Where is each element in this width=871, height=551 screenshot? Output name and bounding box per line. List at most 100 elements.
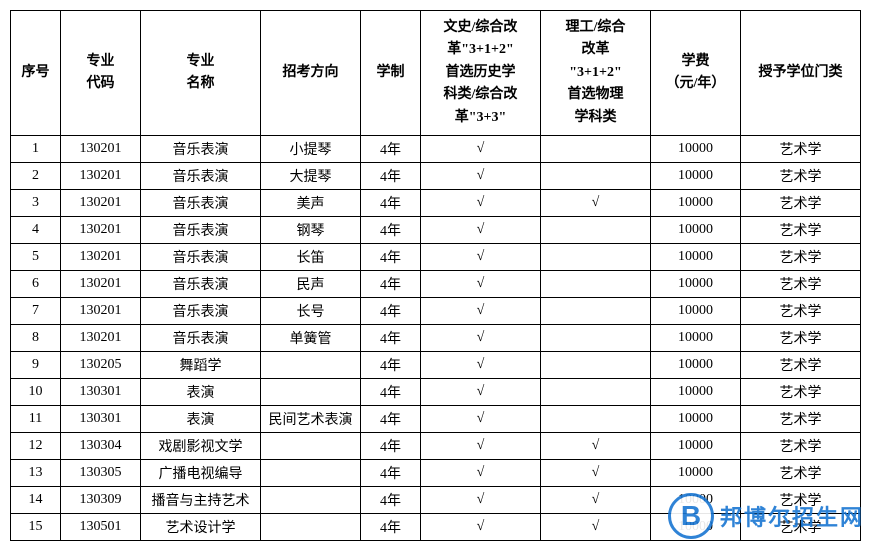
table-row: 14130309播音与主持艺术4年√√10000艺术学 xyxy=(11,486,861,513)
table-row: 8130201音乐表演单簧管4年√10000艺术学 xyxy=(11,324,861,351)
cell-degree: 艺术学 xyxy=(741,459,861,486)
cell-direction: 大提琴 xyxy=(261,162,361,189)
cell-fee: 10000 xyxy=(651,459,741,486)
cell-code: 130201 xyxy=(61,135,141,162)
table-row: 6130201音乐表演民声4年√10000艺术学 xyxy=(11,270,861,297)
cell-fee: 10000 xyxy=(651,432,741,459)
cell-code: 130201 xyxy=(61,324,141,351)
cell-category1: √ xyxy=(421,324,541,351)
cell-category2: √ xyxy=(541,513,651,540)
cell-code: 130205 xyxy=(61,351,141,378)
cell-code: 130301 xyxy=(61,378,141,405)
cell-category2 xyxy=(541,297,651,324)
cell-category1: √ xyxy=(421,459,541,486)
header-row: 序号 专业代码 专业名称 招考方向 学制 文史/综合改革"3+1+2"首选历史学… xyxy=(11,11,861,136)
table-row: 15130501艺术设计学4年√√10000艺术学 xyxy=(11,513,861,540)
header-direction: 招考方向 xyxy=(261,11,361,136)
cell-duration: 4年 xyxy=(361,432,421,459)
cell-code: 130201 xyxy=(61,216,141,243)
cell-category2 xyxy=(541,324,651,351)
cell-degree: 艺术学 xyxy=(741,162,861,189)
cell-fee: 10000 xyxy=(651,270,741,297)
table-row: 10130301表演4年√10000艺术学 xyxy=(11,378,861,405)
cell-fee: 10000 xyxy=(651,378,741,405)
cell-category1: √ xyxy=(421,162,541,189)
cell-code: 130201 xyxy=(61,297,141,324)
cell-duration: 4年 xyxy=(361,189,421,216)
cell-category2 xyxy=(541,351,651,378)
cell-seq: 6 xyxy=(11,270,61,297)
cell-seq: 5 xyxy=(11,243,61,270)
header-seq: 序号 xyxy=(11,11,61,136)
cell-category2: √ xyxy=(541,486,651,513)
majors-table: 序号 专业代码 专业名称 招考方向 学制 文史/综合改革"3+1+2"首选历史学… xyxy=(10,10,861,541)
header-category2: 理工/综合改革"3+1+2"首选物理学科类 xyxy=(541,11,651,136)
cell-category2: √ xyxy=(541,189,651,216)
cell-category2 xyxy=(541,243,651,270)
cell-category1: √ xyxy=(421,135,541,162)
cell-code: 130309 xyxy=(61,486,141,513)
header-category1: 文史/综合改革"3+1+2"首选历史学科类/综合改革"3+3" xyxy=(421,11,541,136)
cell-fee: 10000 xyxy=(651,513,741,540)
cell-duration: 4年 xyxy=(361,405,421,432)
cell-fee: 10000 xyxy=(651,351,741,378)
cell-degree: 艺术学 xyxy=(741,405,861,432)
cell-code: 130301 xyxy=(61,405,141,432)
cell-direction: 长笛 xyxy=(261,243,361,270)
cell-direction: 民声 xyxy=(261,270,361,297)
cell-degree: 艺术学 xyxy=(741,324,861,351)
cell-fee: 10000 xyxy=(651,297,741,324)
cell-major: 舞蹈学 xyxy=(141,351,261,378)
cell-duration: 4年 xyxy=(361,135,421,162)
cell-seq: 7 xyxy=(11,297,61,324)
header-duration: 学制 xyxy=(361,11,421,136)
cell-major: 音乐表演 xyxy=(141,189,261,216)
cell-seq: 1 xyxy=(11,135,61,162)
cell-category2: √ xyxy=(541,459,651,486)
table-row: 13130305广播电视编导4年√√10000艺术学 xyxy=(11,459,861,486)
cell-category2 xyxy=(541,405,651,432)
cell-major: 音乐表演 xyxy=(141,216,261,243)
cell-major: 广播电视编导 xyxy=(141,459,261,486)
cell-seq: 15 xyxy=(11,513,61,540)
cell-category1: √ xyxy=(421,432,541,459)
cell-category1: √ xyxy=(421,189,541,216)
cell-duration: 4年 xyxy=(361,216,421,243)
cell-seq: 9 xyxy=(11,351,61,378)
cell-degree: 艺术学 xyxy=(741,351,861,378)
cell-code: 130501 xyxy=(61,513,141,540)
cell-fee: 10000 xyxy=(651,189,741,216)
cell-direction xyxy=(261,459,361,486)
cell-duration: 4年 xyxy=(361,459,421,486)
table-row: 7130201音乐表演长号4年√10000艺术学 xyxy=(11,297,861,324)
cell-duration: 4年 xyxy=(361,324,421,351)
header-degree: 授予学位门类 xyxy=(741,11,861,136)
table-row: 11130301表演民间艺术表演4年√10000艺术学 xyxy=(11,405,861,432)
table-body: 1130201音乐表演小提琴4年√10000艺术学2130201音乐表演大提琴4… xyxy=(11,135,861,540)
cell-code: 130201 xyxy=(61,162,141,189)
cell-seq: 4 xyxy=(11,216,61,243)
cell-duration: 4年 xyxy=(361,351,421,378)
cell-major: 音乐表演 xyxy=(141,297,261,324)
cell-major: 音乐表演 xyxy=(141,162,261,189)
cell-category2 xyxy=(541,135,651,162)
table-row: 12130304戏剧影视文学4年√√10000艺术学 xyxy=(11,432,861,459)
table-row: 9130205舞蹈学4年√10000艺术学 xyxy=(11,351,861,378)
cell-category2 xyxy=(541,216,651,243)
cell-duration: 4年 xyxy=(361,243,421,270)
cell-fee: 10000 xyxy=(651,216,741,243)
cell-degree: 艺术学 xyxy=(741,486,861,513)
cell-major: 音乐表演 xyxy=(141,270,261,297)
cell-direction: 单簧管 xyxy=(261,324,361,351)
cell-fee: 10000 xyxy=(651,486,741,513)
table-row: 5130201音乐表演长笛4年√10000艺术学 xyxy=(11,243,861,270)
cell-direction: 长号 xyxy=(261,297,361,324)
cell-degree: 艺术学 xyxy=(741,216,861,243)
cell-direction xyxy=(261,486,361,513)
cell-seq: 12 xyxy=(11,432,61,459)
header-major: 专业名称 xyxy=(141,11,261,136)
cell-major: 艺术设计学 xyxy=(141,513,261,540)
cell-category1: √ xyxy=(421,243,541,270)
table-row: 4130201音乐表演钢琴4年√10000艺术学 xyxy=(11,216,861,243)
cell-major: 音乐表演 xyxy=(141,243,261,270)
